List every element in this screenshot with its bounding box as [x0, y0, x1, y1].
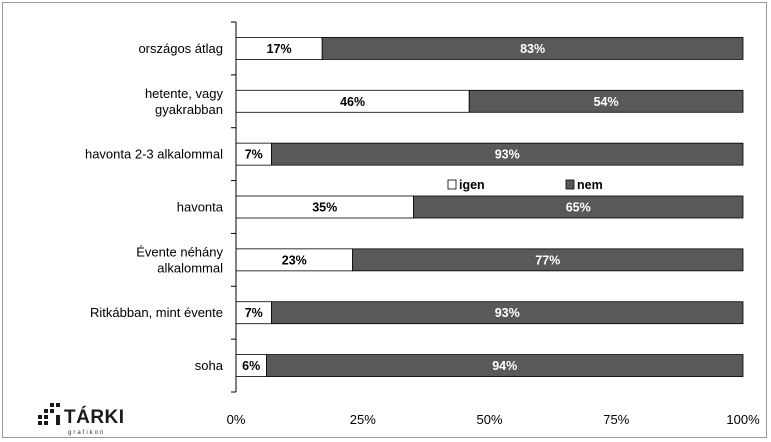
data-label-igen-0: 17%: [267, 42, 292, 56]
bar-nem-0: [321, 37, 744, 60]
category-label-2: havonta 2-3 alkalommal: [85, 147, 223, 162]
category-label-1: hetente, vagy gyakrabban: [145, 86, 224, 117]
category-label-3: havonta: [177, 200, 224, 215]
category-label-0: országos átlag: [138, 41, 223, 56]
category-label-4: Évente néhány alkalommal: [136, 244, 223, 275]
chart-frame: [2, 2, 767, 438]
axes-group: [231, 21, 237, 393]
tarki-logo: TÁRKI grafikon: [38, 403, 125, 436]
data-label-igen-6: 6%: [242, 359, 260, 373]
bar-nem-2: [271, 142, 744, 166]
x-tick-label-0: 0%: [227, 412, 246, 427]
data-label-nem-5: 93%: [495, 306, 520, 320]
legend: igen nem: [447, 178, 603, 192]
bar-nem-1: [468, 89, 744, 113]
labels-group: 17% 83% országos átlag 46% 54% hetente, vagy g…: [85, 41, 760, 427]
data-label-nem-4: 77%: [535, 253, 560, 267]
bar-nem-4: [352, 248, 744, 272]
data-label-nem-0: 83%: [520, 42, 545, 56]
data-label-nem-2: 93%: [495, 148, 520, 162]
tarki-logo-sub: grafikon: [68, 430, 105, 436]
legend-label-igen: igen: [459, 178, 485, 192]
data-label-nem-1: 54%: [594, 95, 619, 109]
data-label-igen-2: 7%: [245, 148, 263, 162]
x-tick-label-4: 100%: [726, 412, 760, 427]
data-label-igen-3: 35%: [312, 201, 337, 215]
x-tick-label-2: 50%: [476, 412, 502, 427]
data-label-igen-4: 23%: [282, 253, 307, 267]
x-tick-label-3: 75%: [603, 412, 629, 427]
data-label-nem-3: 65%: [566, 201, 591, 215]
tarki-logo-name: TÁRKI: [64, 406, 125, 428]
x-tick-label-1: 25%: [350, 412, 376, 427]
legend-label-nem: nem: [577, 178, 603, 192]
bar-nem-3: [413, 195, 744, 219]
category-label-6: soha: [195, 358, 224, 373]
bar-nem-6: [266, 354, 744, 377]
data-label-nem-6: 94%: [492, 359, 517, 373]
legend-swatch-igen: [447, 179, 457, 190]
category-label-5: Ritkábban, mint évente: [90, 305, 223, 320]
bar-nem-5: [271, 301, 744, 325]
legend-swatch-nem: [565, 179, 575, 190]
data-label-igen-5: 7%: [245, 306, 263, 320]
data-label-igen-1: 46%: [340, 95, 365, 109]
bars-group: [235, 37, 744, 377]
tarki-logo-mark: [38, 403, 60, 425]
